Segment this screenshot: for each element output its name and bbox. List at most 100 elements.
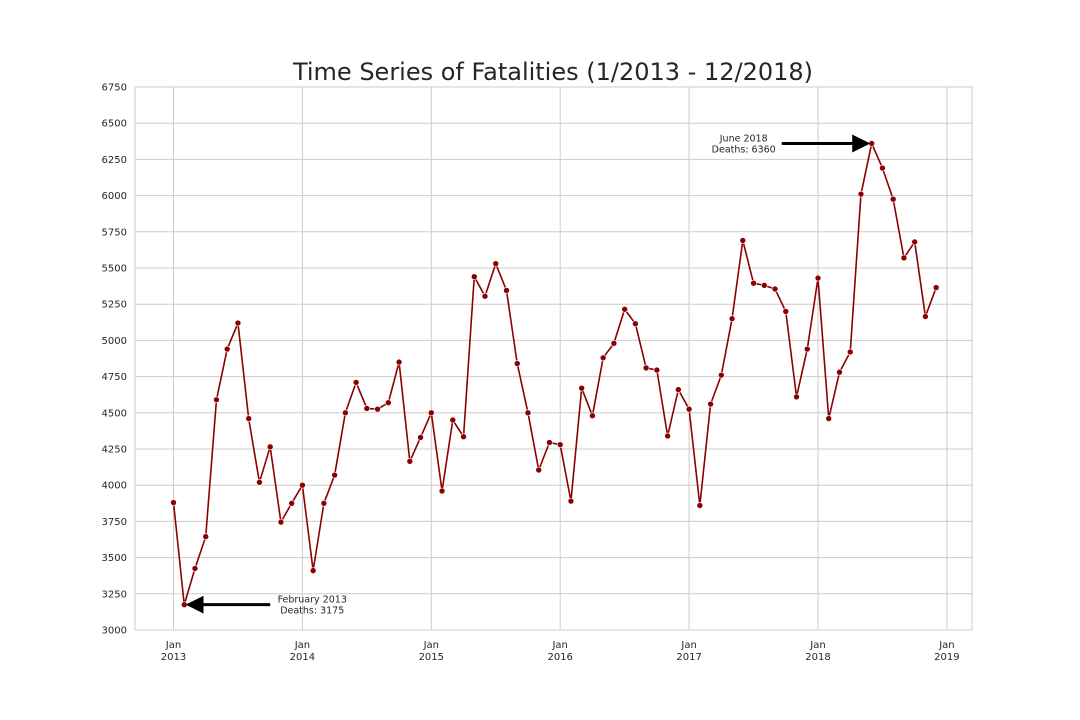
data-point [180, 601, 188, 608]
annotation-label: June 2018 Deaths: 6360 [712, 133, 776, 155]
data-point [427, 409, 435, 417]
x-tick-label: Jan 2013 [161, 640, 186, 663]
x-tick-label: Jan 2014 [290, 640, 315, 663]
y-tick-label: 6750 [102, 83, 127, 94]
data-point [900, 254, 908, 262]
annotation-label: February 2013 Deaths: 3175 [278, 595, 347, 617]
series-group [170, 140, 940, 608]
data-point [621, 305, 628, 313]
data-point [685, 405, 693, 413]
data-point [309, 567, 317, 574]
data-point [771, 285, 779, 293]
x-tick-label: Jan 2018 [805, 640, 830, 663]
data-point [846, 348, 854, 356]
data-point [524, 409, 532, 417]
x-tick-label: Jan 2016 [547, 640, 572, 663]
y-tick-label: 3500 [102, 553, 127, 564]
data-point [234, 319, 242, 327]
data-point [599, 354, 607, 362]
gridlines [135, 86, 972, 631]
data-point [803, 345, 811, 353]
data-point [664, 432, 671, 440]
data-point [352, 379, 360, 386]
series-line [172, 142, 937, 606]
data-point [889, 195, 897, 203]
y-tick-label: 3000 [102, 626, 127, 637]
y-tick-label: 6000 [102, 191, 127, 202]
data-point [814, 274, 822, 282]
y-tick-label: 4000 [102, 481, 127, 492]
data-point [266, 443, 274, 451]
data-point [438, 487, 446, 495]
data-point [707, 400, 714, 408]
x-tick-label: Jan 2015 [419, 640, 444, 663]
data-point [223, 345, 231, 353]
data-point [331, 471, 338, 479]
data-point [739, 237, 747, 244]
data-point [760, 282, 768, 289]
data-point [299, 481, 306, 489]
x-tick-label: Jan 2019 [934, 640, 959, 663]
data-point [277, 518, 285, 526]
data-point [932, 284, 940, 291]
y-tick-label: 6500 [102, 119, 127, 130]
data-point [567, 497, 575, 505]
data-point [578, 384, 585, 392]
data-point [556, 441, 564, 448]
plot-frame [134, 86, 973, 631]
data-point [718, 371, 725, 379]
data-point [406, 458, 414, 465]
data-point [395, 358, 403, 366]
data-point [922, 313, 929, 320]
y-tick-label: 5250 [102, 300, 127, 311]
data-point [342, 409, 349, 417]
y-tick-label: 4500 [102, 408, 127, 419]
data-point [868, 140, 876, 147]
data-point [363, 405, 371, 412]
data-point [385, 399, 392, 406]
data-point [793, 393, 800, 401]
y-tick-label: 6250 [102, 155, 127, 166]
data-point [696, 502, 704, 509]
data-point [911, 238, 918, 246]
data-point [642, 364, 650, 372]
y-tick-label: 4750 [102, 372, 127, 383]
y-tick-label: 3750 [102, 517, 127, 528]
y-tick-label: 4250 [102, 445, 127, 456]
data-point [535, 466, 543, 474]
data-point [589, 412, 596, 419]
data-point [481, 292, 489, 300]
data-point [417, 434, 424, 441]
plot-background [135, 87, 972, 630]
data-point [460, 433, 467, 440]
x-tick-label: Jan 2017 [676, 640, 701, 663]
data-point [513, 360, 521, 367]
data-point [836, 368, 843, 376]
data-point [470, 273, 478, 280]
data-point [857, 190, 865, 198]
data-point [213, 396, 220, 404]
data-point [675, 386, 682, 393]
y-tick-label: 5500 [102, 264, 127, 275]
data-point [202, 533, 210, 540]
y-tick-label: 3250 [102, 589, 127, 600]
data-point [750, 279, 757, 287]
data-point [825, 415, 833, 422]
data-point [320, 499, 328, 507]
data-point [191, 565, 199, 572]
data-point [653, 366, 661, 374]
data-point [503, 287, 510, 294]
data-point [879, 164, 886, 172]
data-point [288, 499, 295, 507]
data-point [492, 260, 500, 267]
data-point [170, 499, 177, 506]
y-axis-ticks: 3000 3250 3500 3750 4000 4250 4500 4750 5000 5250… [102, 83, 127, 637]
data-point [374, 405, 381, 413]
data-point [245, 415, 252, 422]
data-point [610, 339, 618, 347]
y-tick-label: 5750 [102, 227, 127, 238]
data-point [728, 315, 736, 322]
annotations: February 2013 Deaths: 3175 June 2018 Deaths… [185, 133, 871, 617]
chart-title: Time Series of Fatalities (1/2013 - 12/2… [292, 58, 813, 86]
y-tick-label: 5000 [102, 336, 127, 347]
